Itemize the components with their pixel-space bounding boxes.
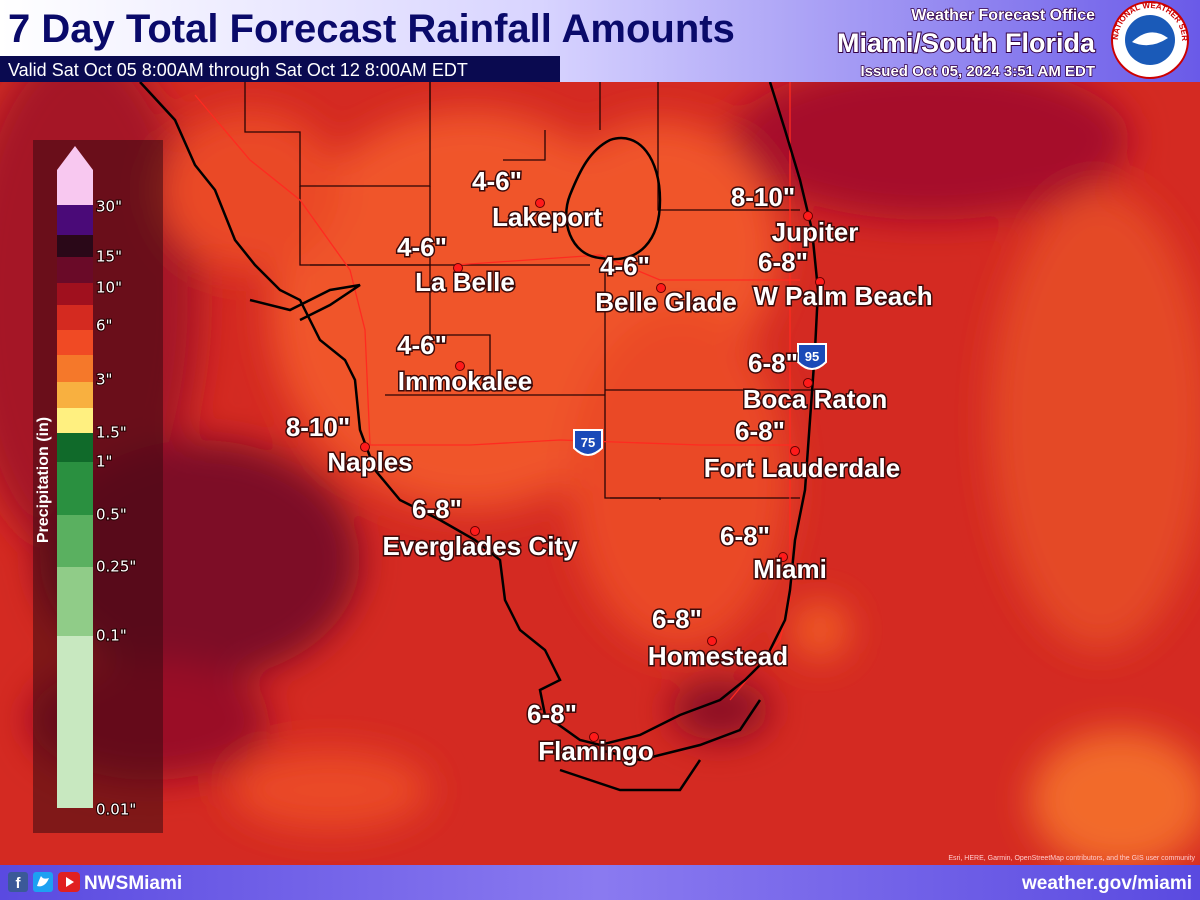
city-dot [589,732,599,742]
office-line1: Weather Forecast Office [911,7,1095,24]
legend-label: 0.25" [96,558,136,576]
city-dot [815,277,825,287]
legend-swatch [57,305,93,330]
city-name: Lakeport [492,202,602,232]
city-name: Immokalee [398,366,532,396]
legend-swatch [57,257,93,283]
highway-number: 75 [581,435,595,450]
highway-shield: 95 [797,343,827,370]
rainfall-amount: 6-8" [758,247,808,277]
office-line2: Miami/South Florida [837,28,1096,58]
city-dot [360,442,370,452]
legend: Precipitation (in) 30" 15" 10" 6" 3" 1.5" 1" 0.… [33,140,163,833]
legend-swatch [57,330,93,355]
rainfall-amount: 6-8" [748,348,798,378]
city-dot [803,211,813,221]
highway-shield: 75 [573,429,603,456]
rainfall-amount: 6-8" [720,521,770,551]
legend-title: Precipitation (in) [35,417,52,543]
rainfall-amount: 6-8" [652,604,702,634]
city-name: Miami [753,554,827,584]
legend-label: 15" [96,248,122,266]
legend-label: 0.1" [96,627,127,645]
legend-swatch [57,355,93,382]
legend-swatch [57,515,93,567]
legend-swatch [57,408,93,433]
legend-label: 1.5" [96,424,127,442]
legend-label: 30" [96,198,122,216]
legend-label: 6" [96,317,112,335]
city-dot [455,361,465,371]
social-handle: NWSMiami [84,873,182,894]
city-name: W Palm Beach [753,281,932,311]
valid-bar [0,56,560,82]
rainfall-amount: 8-10" [286,412,350,442]
rainfall-amount: 6-8" [735,416,785,446]
county-lines [244,82,815,500]
title: 7 Day Total Forecast Rainfall Amounts [8,7,735,51]
legend-label: 0.5" [96,506,127,524]
legend-swatch [57,283,93,305]
city-name: Jupiter [772,217,859,247]
city-name: Flamingo [538,736,654,766]
city-dot [453,263,463,273]
highway-number: 95 [805,349,819,364]
cities: 4-6" Lakeport 4-6" La Belle 4-6" Belle Glade 8… [284,165,934,768]
legend-label: 3" [96,371,112,389]
city-name: Homestead [648,641,788,671]
city-name: La Belle [415,267,515,297]
city-name: Belle Glade [595,287,737,317]
legend-arrow [57,146,93,170]
valid-period: Valid Sat Oct 05 8:00AM through Sat Oct … [8,60,468,80]
rainfall-amount: 6-8" [412,494,462,524]
city-name: Boca Raton [743,384,887,414]
legend-swatch [57,567,93,636]
legend-swatch [57,462,93,515]
rainfall-amount: 4-6" [600,251,650,281]
legend-swatch [57,235,93,257]
city-name: Naples [327,447,412,477]
city-dot [470,526,480,536]
rainfall-amount: 8-10" [731,182,795,212]
legend-label: 1" [96,453,112,471]
social-icons: f [8,872,80,892]
legend-swatch [57,382,93,408]
city-name: Fort Lauderdale [704,453,900,483]
legend-swatch [57,433,93,462]
legend-swatch [57,170,93,205]
city-dot [803,378,813,388]
legend-swatch [57,636,93,808]
attribution: Esri, HERE, Garmin, OpenStreetMap contri… [948,855,1195,862]
rainfall-amount: 4-6" [472,166,522,196]
legend-swatch [57,205,93,235]
city-name: Everglades City [382,531,578,561]
rainfall-amount: 6-8" [527,699,577,729]
footer-bar [0,865,1200,900]
rainfall-amount: 4-6" [397,330,447,360]
city-dot [707,636,717,646]
svg-text:f: f [16,875,22,892]
legend-label: 10" [96,279,122,297]
legend-label: 0.01" [96,801,136,819]
coastline [139,81,820,792]
rainfall-amount: 4-6" [397,232,447,262]
city-dot [778,552,788,562]
issued-time: Issued Oct 05, 2024 3:51 AM EDT [860,63,1095,80]
website: weather.gov/miami [1021,873,1192,894]
city-dot [535,198,545,208]
city-dot [790,446,800,456]
city-dot [656,283,666,293]
